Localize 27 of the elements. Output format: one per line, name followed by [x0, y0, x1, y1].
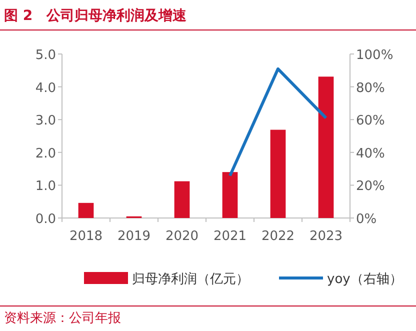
x-tick-label: 2022 — [261, 229, 295, 244]
y-tick-label: 5.0 — [35, 48, 56, 63]
y2-tick-label: 0% — [356, 212, 377, 227]
y2-tick-label: 60% — [356, 114, 385, 129]
y-tick-label: 4.0 — [35, 80, 56, 96]
y2-tick-label: 100% — [356, 48, 394, 63]
chart-title: 图 2 公司归母净利润及增速 — [4, 7, 188, 24]
x-tick-label: 2020 — [165, 229, 199, 244]
legend-label: 归母净利润（亿元） — [132, 272, 249, 287]
bar — [270, 130, 286, 218]
y2-tick-label: 40% — [356, 146, 385, 162]
text: 资料来源：公司年报 — [4, 311, 121, 326]
y2-tick-label: 80% — [356, 80, 385, 96]
bar — [78, 202, 94, 218]
legend-label: yoy（右轴） — [327, 272, 402, 287]
x-tick-label: 2018 — [69, 229, 103, 244]
y-tick-label: 0.0 — [35, 212, 56, 227]
bar — [318, 76, 334, 218]
y-tick-label: 2.0 — [35, 146, 56, 162]
bar — [222, 172, 238, 218]
y-tick-label: 3.0 — [35, 114, 56, 129]
x-tick-label: 2021 — [213, 229, 247, 244]
y2-tick-label: 20% — [356, 179, 385, 194]
x-tick-label: 2023 — [309, 229, 343, 244]
x-tick-label: 2019 — [117, 229, 151, 244]
y-tick-label: 1.0 — [35, 179, 56, 194]
bar — [174, 181, 190, 218]
